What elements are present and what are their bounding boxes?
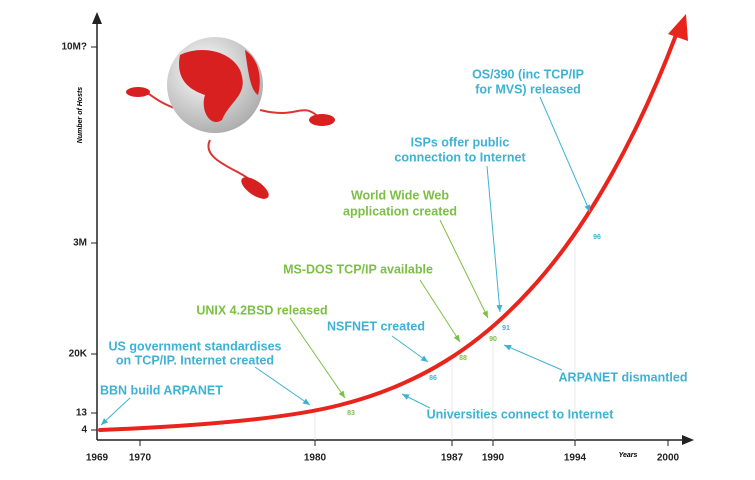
x-axis-arrow bbox=[682, 435, 694, 445]
y-axis-label: Number of Hosts bbox=[77, 87, 84, 144]
globe-illustration bbox=[126, 37, 335, 199]
x-tick-label: 1969 bbox=[86, 453, 109, 464]
event-label: Universities connect to Internet bbox=[427, 407, 615, 421]
point-label: 91 bbox=[502, 325, 510, 332]
guide-lines bbox=[314, 240, 576, 440]
event-label: on TCP/IP. Internet created bbox=[116, 353, 274, 367]
event-label: US government standardises bbox=[109, 339, 282, 353]
event-label: for MVS) released bbox=[475, 82, 581, 96]
event-label: ARPANET dismantled bbox=[559, 370, 688, 384]
annotation-arrows bbox=[100, 96, 591, 426]
y-tick-label: 20K bbox=[69, 349, 88, 360]
x-tick-label: 2000 bbox=[657, 453, 680, 464]
point-label: 86 bbox=[429, 375, 437, 382]
event-label: application created bbox=[343, 204, 457, 218]
growth-arrow bbox=[668, 14, 688, 41]
event-label: NSFNET created bbox=[327, 319, 425, 333]
x-axis-label: Years bbox=[619, 452, 638, 459]
event-label: BBN build ARPANET bbox=[100, 383, 223, 397]
x-tick-label: 1970 bbox=[129, 453, 152, 464]
point-label: 90 bbox=[489, 336, 497, 343]
event-label: OS/390 (inc TCP/IP bbox=[472, 67, 584, 81]
event-label: MS-DOS TCP/IP available bbox=[283, 262, 433, 276]
event-label: connection to Internet bbox=[394, 150, 526, 164]
y-tick-label: 10M? bbox=[61, 42, 87, 53]
x-tick-label: 1994 bbox=[564, 453, 587, 464]
growth-curve bbox=[98, 33, 678, 432]
event-label: World Wide Web bbox=[351, 188, 449, 202]
tick-marks bbox=[91, 46, 669, 446]
x-tick-label: 1987 bbox=[441, 453, 464, 464]
y-axis-arrow bbox=[92, 12, 102, 24]
point-label: 83 bbox=[347, 410, 355, 417]
x-tick-label: 1990 bbox=[482, 453, 505, 464]
point-label: 88 bbox=[459, 355, 467, 362]
x-tick-label: 1980 bbox=[304, 453, 327, 464]
event-label: UNIX 4.2BSD released bbox=[196, 303, 327, 317]
y-tick-label: 13 bbox=[76, 408, 88, 419]
point-label: 96 bbox=[593, 234, 601, 241]
event-label: ISPs offer public bbox=[411, 135, 510, 149]
y-tick-label: 4 bbox=[81, 425, 87, 436]
y-tick-label: 3M bbox=[73, 238, 87, 249]
